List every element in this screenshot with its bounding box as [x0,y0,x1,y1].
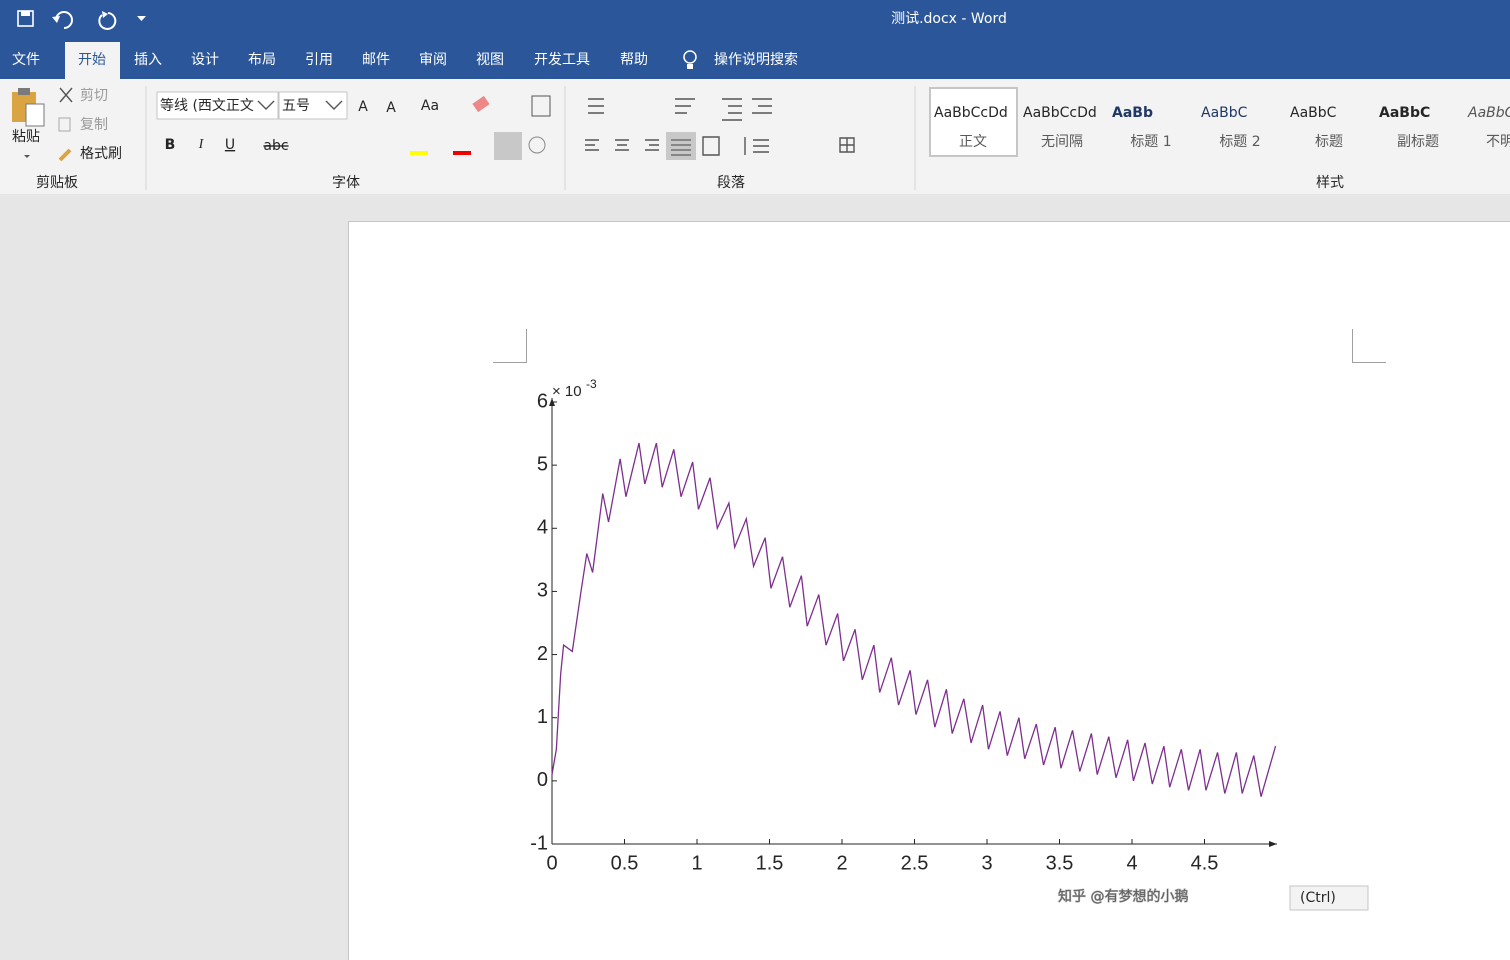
group-separators [145,86,916,190]
grow-font[interactable]: A [358,99,368,115]
y-tick-label: 6 [537,390,548,412]
dropdown[interactable] [257,100,275,110]
group-label: 剪贴板 [36,175,78,191]
enclose-char[interactable] [528,136,546,154]
paragraph-icons[interactable] [585,98,855,156]
underline[interactable]: U [225,137,235,153]
group-label: 字体 [332,175,360,191]
painter-icon [58,148,72,162]
y-tick-label: 3 [537,580,548,602]
char-border[interactable] [531,95,551,117]
ribbon-tab[interactable]: 设计 [191,52,219,68]
window-title: 测试.docx - Word [891,11,1007,27]
axis-exponent: -3 [586,377,597,391]
style-name[interactable]: 无间隔 [1041,134,1083,150]
cut-icon [59,87,73,103]
y-tick-label: 0 [537,769,548,791]
tell-me-icon [687,64,693,69]
paste-dropdown[interactable] [24,155,30,158]
x-tick-label: 0.5 [611,852,639,874]
y-tick-label: -1 [530,832,548,854]
y-tick-label: 4 [537,517,548,539]
style-name[interactable]: 不明显强调 [1486,134,1510,150]
font-size-box[interactable] [278,91,348,120]
justify-active[interactable] [666,132,696,160]
paste-icon[interactable] [12,88,45,127]
x-tick-label: 2.5 [901,852,929,874]
tell-me-icon [683,50,697,64]
style-name[interactable]: 正文 [959,134,987,150]
char-shading[interactable] [494,132,522,160]
x-tick-label: 1.5 [756,852,784,874]
font-color[interactable] [453,151,471,155]
x-tick-label: 0 [546,852,557,874]
title-bar [0,0,1510,79]
justify-icon[interactable] [671,139,691,156]
font-name[interactable]: 等线 (西文正文) [160,97,259,114]
strikethrough[interactable]: abc [263,138,288,154]
paste-button[interactable]: 粘贴 [12,129,40,145]
copy-icon [58,117,71,132]
style-preview[interactable]: AaBbCcDd [1023,105,1097,121]
x-tick-label: 2 [836,852,847,874]
style-preview[interactable]: AaBbCcDd [1467,105,1510,121]
style-preview[interactable]: AaBbCcDd [934,105,1008,121]
paste-options[interactable] [1289,885,1369,911]
y-tick-label: 5 [537,453,548,475]
highlight[interactable] [410,151,428,155]
axis-multiplier: × 10 [552,383,582,400]
x-tick-label: 3 [981,852,992,874]
paste-options-label[interactable]: (Ctrl) [1300,890,1336,906]
y-tick-label: 2 [537,643,548,665]
style-preview[interactable]: AaBbC [1290,105,1337,121]
format-painter-button[interactable]: 格式刷 [80,146,122,162]
clear-format[interactable] [472,95,490,113]
ribbon-tab[interactable]: 文件 [12,52,40,68]
ribbon-tab[interactable]: 开始 [78,52,106,68]
bold[interactable]: B [165,137,176,153]
font-size[interactable]: 五号 [282,98,310,114]
data-line [551,442,1277,797]
style-name[interactable]: 标题 2 [1219,134,1260,150]
margin-marks [493,329,1386,363]
style-name[interactable]: 副标题 [1397,134,1439,150]
ribbon-tab[interactable]: 邮件 [362,52,390,68]
ribbon-tab[interactable]: 帮助 [620,52,648,68]
group-label: 段落 [717,175,745,191]
x-tick-label: 4.5 [1191,852,1219,874]
shrink-font[interactable]: A [386,100,396,116]
group-label: 样式 [1316,175,1344,191]
axis-arrow [1269,841,1277,847]
style-name[interactable]: 标题 [1315,134,1343,150]
selected-style[interactable] [929,87,1018,157]
cut-button[interactable]: 剪切 [80,88,108,104]
quick-access[interactable] [17,10,146,30]
font-name-box[interactable] [156,91,279,120]
style-preview[interactable]: AaBbC [1379,105,1430,121]
ribbon-tab[interactable]: 插入 [134,52,162,68]
ribbon-tab[interactable]: 视图 [476,52,504,68]
document-page [348,221,1510,960]
watermark: 知乎 @有梦想的小鹅 [1058,888,1188,905]
ribbon-tab[interactable]: 布局 [248,52,276,68]
style-preview[interactable]: AaBbC [1201,105,1248,121]
italic[interactable]: I [198,137,205,152]
change-case[interactable]: Aa [421,98,439,114]
tell-me-search[interactable]: 操作说明搜索 [714,51,798,68]
x-tick-label: 1 [691,852,702,874]
ribbon-tab[interactable]: 引用 [305,52,333,68]
ribbon-tab[interactable]: 审阅 [419,52,447,68]
ribbon-tab[interactable]: 开发工具 [534,52,590,68]
style-preview[interactable]: AaBb [1112,105,1153,121]
x-tick-label: 3.5 [1046,852,1074,874]
x-tick-label: 4 [1126,852,1137,874]
y-tick-label: 1 [537,706,548,728]
style-name[interactable]: 标题 1 [1130,134,1171,150]
active-tab [65,42,120,79]
dropdown[interactable] [325,100,343,110]
copy-button[interactable]: 复制 [80,116,108,133]
